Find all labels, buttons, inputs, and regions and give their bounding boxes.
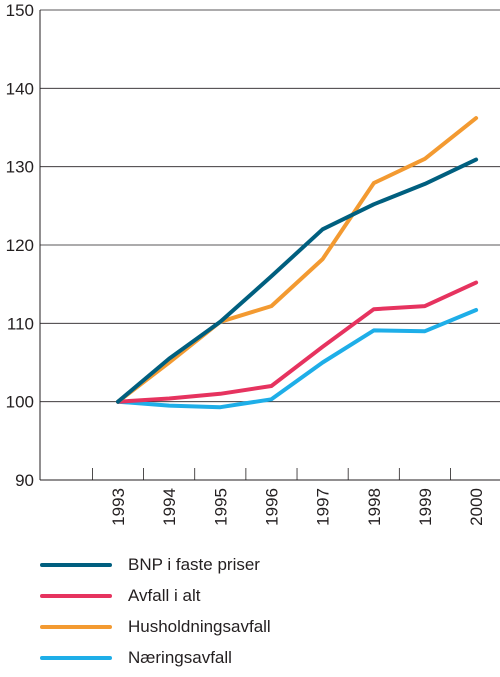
legend-swatch (40, 594, 112, 598)
legend-label: BNP i faste priser (128, 555, 260, 574)
y-tick-label: 120 (6, 236, 34, 255)
y-tick-label: 140 (6, 79, 34, 98)
legend-item: BNP i faste priser (40, 553, 480, 584)
series-line (116, 157, 479, 404)
series-lines (116, 116, 479, 410)
x-tick-label: 1998 (365, 488, 384, 526)
x-tick-label: 1993 (109, 488, 128, 526)
series-line (116, 308, 479, 410)
y-tick-label: 110 (7, 314, 34, 333)
x-tick-label: 1994 (160, 488, 179, 526)
axes (39, 10, 500, 481)
x-tick-label: 1996 (262, 488, 281, 526)
legend-item: Avfall i alt (40, 584, 480, 615)
legend-swatch (40, 563, 112, 567)
grid-lines (40, 9, 500, 403)
y-tick-label: 90 (15, 471, 34, 490)
x-tick-label: 1997 (314, 488, 333, 526)
legend-item: Husholdningsavfall (40, 615, 480, 646)
x-tick-label: 1999 (416, 488, 435, 526)
series-line (116, 116, 479, 404)
legend-swatch (40, 656, 112, 660)
x-tick-label: 2000 (467, 488, 486, 526)
y-tick-label: 100 (6, 393, 34, 412)
legend-label: Avfall i alt (128, 586, 201, 605)
x-tick-labels: 1993 1994 1995 1996 1997 1998 1999 2000 (109, 488, 486, 526)
y-tick-label: 130 (6, 158, 34, 177)
y-tick-label: 150 (6, 1, 34, 20)
y-tick-labels: 90 100 110 120 130 140 150 (6, 1, 34, 490)
legend-label: Husholdningsavfall (128, 617, 271, 636)
legend: BNP i faste priser Avfall i alt Husholdnin… (40, 553, 480, 677)
series-line (116, 280, 479, 404)
legend-item: Næringsavfall (40, 646, 480, 677)
x-tick-label: 1995 (211, 488, 230, 526)
legend-label: Næringsavfall (128, 648, 232, 667)
legend-swatch (40, 625, 112, 629)
